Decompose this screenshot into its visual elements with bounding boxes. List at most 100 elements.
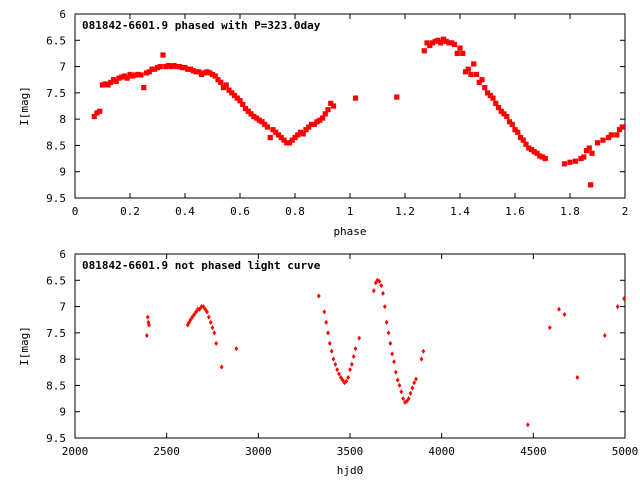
unphased-data-point (371, 288, 376, 294)
phased-x-tick-label: 0.2 (120, 205, 140, 218)
phased-data-point (504, 113, 510, 120)
unphased-data-point (234, 346, 239, 352)
unphased-data-point (397, 382, 402, 388)
unphased-data-point (344, 378, 349, 384)
phased-data-point (308, 121, 315, 127)
phased-data-point (542, 155, 548, 162)
unphased-data-point (206, 314, 211, 320)
phased-data-point (124, 75, 130, 81)
phased-data-point (289, 137, 295, 143)
phased-data-point (179, 65, 185, 71)
unphased-data-point (145, 314, 150, 320)
unphased-y-tick-label: 6 (59, 248, 66, 261)
unphased-data-point (406, 396, 411, 402)
phased-data-point (471, 61, 477, 67)
unphased-data-point (392, 359, 396, 365)
unphased-data-point (375, 277, 380, 283)
phased-data-point (108, 79, 114, 85)
unphased-data-point (190, 314, 195, 320)
phased-data-point (328, 100, 334, 106)
unphased-y-axis-label: I[mag] (18, 326, 31, 366)
phased-data-point (300, 131, 306, 137)
phased-data-point (143, 70, 150, 76)
unphased-data-point (404, 398, 409, 404)
phased-data-point (479, 77, 485, 83)
unphased-data-point (353, 346, 358, 352)
phased-data-point (116, 75, 122, 81)
phased-data-point (319, 115, 326, 121)
unphased-data-point (399, 389, 404, 395)
unphased-x-tick-label: 3000 (245, 445, 272, 458)
phased-x-tick-label: 0.8 (285, 205, 305, 218)
phased-data-point (589, 150, 595, 156)
unphased-x-axis-label: hjd0 (337, 464, 364, 477)
phased-data-point (435, 37, 441, 43)
phased-data-point (97, 108, 103, 114)
phased-data-point (512, 127, 518, 133)
unphased-data-point (219, 364, 224, 370)
phased-data-point (165, 62, 172, 69)
phased-x-tick-label: 1.2 (395, 205, 415, 218)
unphased-y-tick-label: 6.5 (46, 274, 66, 287)
phased-data-point (146, 69, 152, 75)
phased-data-point (501, 111, 507, 117)
unphased-data-point (382, 304, 387, 310)
unphased-data-point (331, 356, 336, 362)
unphased-data-point (557, 306, 561, 312)
phased-x-tick-label: 2 (622, 205, 629, 218)
phased-data-point (130, 73, 136, 79)
phased-data-point (537, 153, 543, 159)
unphased-x-tick-label: 4000 (428, 445, 455, 458)
unphased-light-curve-panel: 2000 2500 3000 3500 4000 4500 5000 6 6.5 7 7.5 8 8.5… (18, 248, 638, 477)
unphased-y-tick-label: 8.5 (46, 379, 66, 392)
phased-data-point (468, 71, 474, 78)
unphased-data-point (324, 319, 329, 325)
unphased-x-tick-label: 3500 (337, 445, 364, 458)
phased-data-point (119, 74, 125, 80)
phased-data-point (421, 48, 427, 54)
phased-data-point (281, 137, 287, 143)
unphased-chart-title: 081842-6601.9 not phased light curve (82, 259, 321, 272)
phased-data-point (286, 140, 293, 146)
phased-data-point (240, 101, 246, 108)
unphased-data-point (322, 309, 327, 315)
phased-x-tick-label: 1 (347, 205, 354, 218)
phased-data-point (127, 71, 133, 78)
unphased-data-point (326, 330, 330, 336)
phased-data-point (534, 150, 540, 156)
phased-data-point (454, 50, 460, 57)
phased-data-point (465, 66, 471, 72)
phased-data-point (539, 154, 546, 160)
unphased-data-point (421, 348, 426, 354)
phased-data-point (132, 72, 139, 78)
unphased-data-point (379, 283, 384, 289)
phased-data-point (424, 40, 430, 46)
unphased-data-point (390, 351, 395, 357)
unphased-data-point (622, 296, 626, 302)
phased-data-point (303, 127, 309, 133)
phased-data-point (174, 63, 180, 70)
phased-data-point (531, 149, 537, 155)
phased-data-point (443, 38, 449, 44)
phased-data-point (267, 134, 273, 141)
unphased-data-point (381, 290, 385, 296)
phased-data-point (528, 147, 535, 153)
phased-data-point (561, 161, 568, 167)
phased-data-point (493, 100, 499, 106)
phased-y-tick-label: 6.5 (46, 34, 66, 47)
phased-data-point (438, 40, 444, 46)
phased-data-point (168, 63, 174, 70)
phased-data-point (578, 155, 584, 162)
unphased-data-point (412, 380, 417, 386)
phased-data-point (330, 103, 337, 109)
phased-data-point (619, 124, 625, 130)
phased-data-point (226, 87, 232, 93)
unphased-data-point (393, 369, 398, 375)
phased-data-point (306, 124, 312, 130)
unphased-data-point (386, 330, 391, 336)
phased-data-point (284, 140, 290, 146)
unphased-data-point (147, 322, 151, 328)
phased-x-tick-label: 1.8 (560, 205, 580, 218)
phased-x-tick-label: 1.6 (505, 205, 525, 218)
